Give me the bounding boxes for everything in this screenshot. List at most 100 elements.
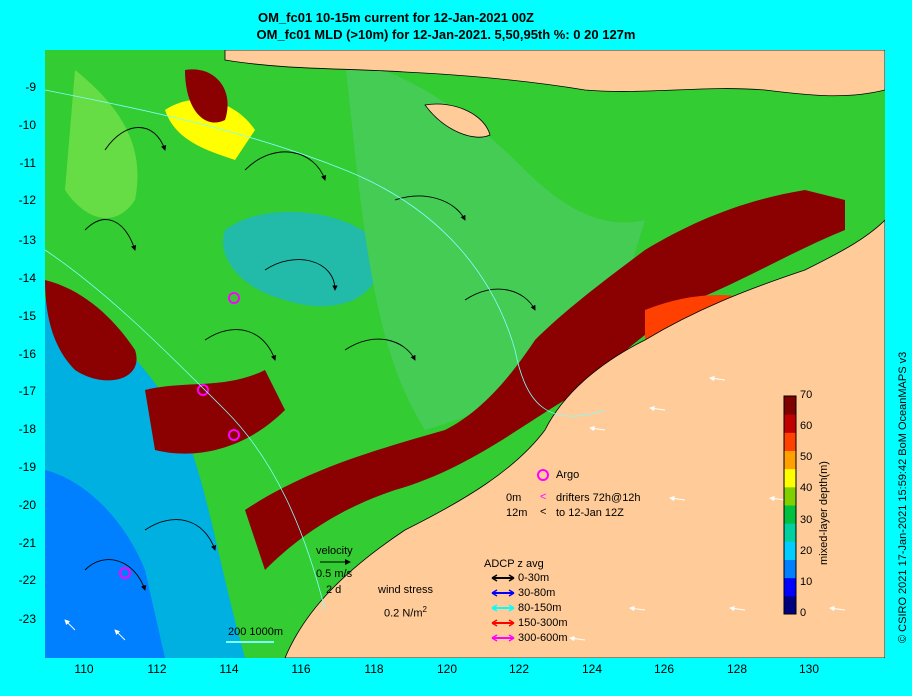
drifters-label-line1: drifters 72h@12h [556,492,641,504]
title-line-2: OM_fc01 MLD (>10m) for 12-Jan-2021. 5,50… [256,27,636,42]
drifters-12m-label: 12m [506,507,528,519]
x-tick-label: 126 [653,662,675,676]
argo-float [119,567,131,579]
eddy-cyan-region [223,211,380,307]
west-deep-mld-patch [45,280,137,381]
contour-legend-label: 200 1000m [228,626,284,638]
y-tick-label: -17 [18,384,36,398]
x-tick-label: 118 [364,662,384,676]
x-tick-label: 114 [219,662,239,676]
argo-float [228,292,240,304]
x-tick-label: 122 [508,662,530,676]
adcp-legend-label: 300-600m [518,632,568,644]
argo-legend-marker [537,469,549,481]
x-tick-label: 110 [74,662,94,676]
colorbar-tick-label: 40 [800,482,813,495]
colorbar-tick-label: 60 [800,420,813,433]
x-tick-label: 128 [726,662,748,676]
wind-stress-scale: 0.2 N/m2 [384,605,427,620]
colorbar [783,395,797,615]
y-tick-label: -15 [18,309,36,323]
australia-landmass [284,219,885,658]
velocity-scale-arrow [320,559,351,565]
colorbar-tick-label: 10 [800,575,813,588]
colorbar-swatch [784,595,796,615]
y-tick-label: -16 [18,347,36,361]
x-tick-label: 116 [291,662,311,676]
colorbar-swatch [784,505,796,524]
colorbar-swatch [784,486,796,506]
velocity-label: velocity [316,545,353,557]
adcp-title: ADCP z avg [484,558,544,570]
y-tick-label: -21 [18,536,36,550]
colorbar-label: mixed-layer depth(m) [818,461,830,565]
adcp-legend-label: 30-80m [518,587,556,599]
bathymetry-contour [45,89,606,417]
colorbar-swatch [784,577,796,597]
wind-stress-vectors [64,375,846,642]
y-tick-label: -23 [18,612,36,626]
colorbar-tick-label: 50 [800,451,813,464]
y-tick-label: -20 [18,498,36,512]
y-tick-label: -14 [18,271,36,285]
y-tick-label: -9 [25,80,36,94]
colorbar-swatch [784,523,796,542]
adcp-legend-label: 0-30m [518,572,550,584]
colorbar-swatch [784,450,796,470]
y-tick-label: -10 [18,118,36,132]
velocity-scale-label: 0.5 m/s [316,568,353,580]
credit-text: © CSIRO 2021 17-Jan-2021 15:59:42 BoM Oc… [897,351,909,643]
wind-stress-label: wind stress [378,584,434,596]
x-tick-label: 130 [798,662,820,676]
y-tick-label: -13 [18,233,36,247]
drifters-label-line2: to 12-Jan 12Z [556,507,624,519]
colorbar-swatch [784,396,796,415]
colorbar-tick-label: 20 [800,544,813,557]
colorbar-swatch [784,414,796,433]
timor-island [424,103,491,138]
x-tick-label: 124 [581,662,603,676]
drifters-0m-label: 0m [506,492,522,504]
y-tick-label: -22 [18,573,36,587]
colorbar-swatch [784,541,796,560]
current-vectors [84,127,536,591]
map-canvas [45,50,885,658]
argo-floats [119,292,240,579]
y-tick-label: -18 [18,422,36,436]
central-deep-mld-patch [145,370,285,454]
bathymetry-contour [45,249,326,611]
colorbar-tick-label: 0 [800,607,807,619]
northwest-green-region [65,70,138,219]
y-tick-label: -12 [18,193,36,207]
map-panel [45,50,885,658]
northern-islands [224,50,885,97]
shelf-break-deep-mld-band [245,190,845,570]
adcp-legend-item: 150-300m [490,617,568,629]
contour-legend-line [226,641,274,643]
title-line-1: OM_fc01 10-15m current for 12-Jan-2021 0… [257,10,534,25]
argo-float [197,384,209,396]
adcp-legend-item: 0-30m [490,572,549,584]
adcp-legend-item: 80-150m [490,602,561,614]
colorbar-swatch [784,432,796,451]
southwest-blue-region [45,470,165,658]
argo-float [228,429,240,441]
adcp-legend-label: 150-300m [518,617,568,629]
colorbar-swatch [784,559,796,579]
adcp-legend-item: 300-600m [490,632,568,644]
colorbar-swatch [784,468,796,488]
colorbar-tick-label: 30 [800,513,813,526]
argo-legend-label: Argo [556,469,580,481]
x-tick-label: 120 [436,662,458,676]
drifter-12m-arrow: < [540,506,547,518]
y-tick-label: -11 [19,156,36,170]
x-tick-label: 112 [147,662,167,676]
adcp-legend-item: 30-80m [490,587,555,599]
y-tick-label: -19 [18,460,36,474]
north-eddy-deep-mld [185,69,228,123]
adcp-legend-label: 80-150m [518,602,562,614]
velocity-days-label: 2 d [326,584,342,596]
drifter-0m-arrow: < [540,491,547,503]
colorbar-tick-label: 70 [800,389,813,401]
yellow-patch-north [165,99,255,160]
